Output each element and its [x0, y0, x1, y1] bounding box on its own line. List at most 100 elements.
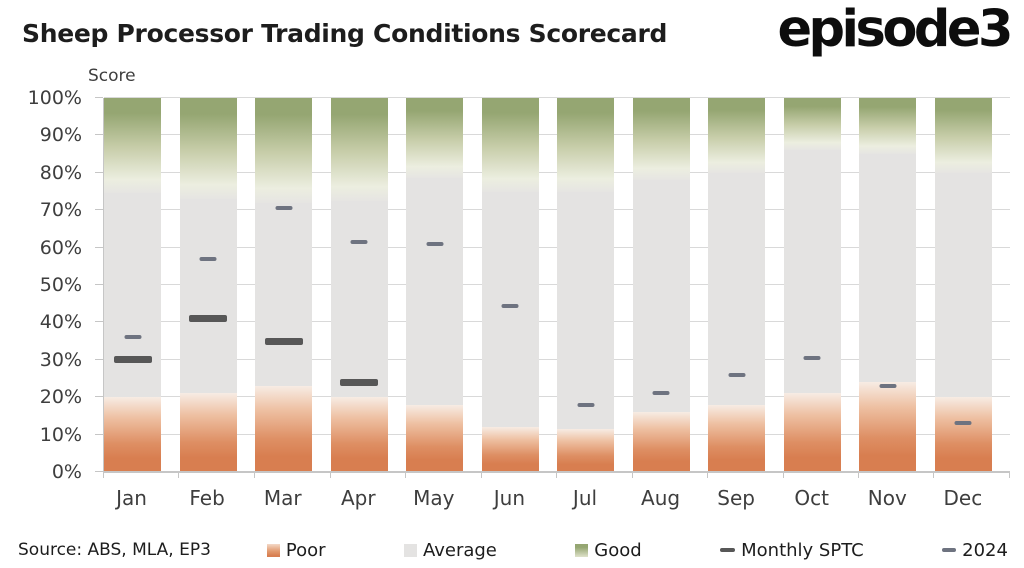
legend-label: Average: [422, 539, 497, 561]
y-axis-label: 70%: [39, 199, 82, 222]
y-axis-label: 40%: [39, 311, 82, 334]
bar-segment-poor: [481, 427, 539, 472]
x-axis-tick: [782, 472, 784, 478]
y-axis-label: 60%: [39, 236, 82, 259]
legend-swatch-good: [575, 543, 589, 557]
x-axis-label-wrap: May: [405, 486, 481, 510]
y-axis-label: 0%: [51, 461, 82, 483]
x-axis-tick: [706, 472, 708, 478]
y-axis-tick: [95, 171, 103, 173]
marker-2024-sep: [728, 372, 745, 377]
page-title: Sheep Processor Trading Conditions Score…: [22, 19, 668, 48]
x-axis-tick: [1009, 472, 1010, 478]
bar-segment-poor: [859, 382, 916, 472]
bar-jan: [104, 98, 161, 472]
bar-jun: [481, 98, 539, 472]
x-axis-label-wrap: Sep: [708, 486, 784, 510]
bar-segment-poor: [557, 429, 614, 472]
x-axis-tick: [480, 472, 482, 478]
bar-cell-nov: [859, 98, 935, 472]
footer: Source: ABS, MLA, EP3 Poor Average Good Mon…: [18, 537, 1008, 563]
bar-cell-may: [406, 98, 482, 472]
bar-cell-apr: [330, 98, 407, 472]
bar-segment-poor: [179, 393, 237, 472]
x-axis-tick: [404, 472, 406, 478]
bar-segment-poor: [783, 393, 841, 472]
bar-segment-average: [783, 150, 841, 394]
bar-cell-jun: [481, 98, 558, 472]
y-axis-label: 90%: [39, 124, 82, 147]
bar-segment-average: [481, 191, 539, 428]
legend-label: 2024: [962, 539, 1008, 561]
legend-item-poor: Poor: [266, 539, 326, 561]
bar-may: [406, 98, 463, 472]
y-axis-tick: [95, 209, 103, 211]
y-axis-label: 100%: [27, 87, 82, 109]
x-axis-label-wrap: Nov: [859, 486, 935, 510]
bar-dec: [934, 98, 992, 472]
bar-segment-average: [859, 154, 916, 383]
y-axis-label: 80%: [39, 161, 82, 184]
bar-sep: [708, 98, 765, 472]
x-axis-label-may: May: [413, 486, 455, 510]
x-axis-label-wrap: Oct: [783, 486, 859, 510]
bar-segment-good: [255, 98, 312, 203]
bar-segment-good: [859, 98, 916, 155]
bar-cell-oct: [783, 98, 860, 472]
x-axis-tick: [858, 472, 859, 478]
bar-segment-good: [330, 98, 388, 201]
bar-segment-good: [179, 98, 237, 199]
x-axis-label-jan: Jan: [116, 486, 147, 510]
bar-segment-poor: [632, 412, 690, 472]
bar-cell-aug: [632, 98, 709, 472]
x-axis-tick: [253, 472, 255, 478]
legend-label: Monthly SPTC: [741, 539, 864, 561]
bar-feb: [179, 98, 237, 472]
brand-logo: episode3: [777, 0, 1013, 59]
x-axis-label-feb: Feb: [189, 486, 225, 510]
bar-segment-average: [179, 199, 237, 394]
x-axis-tick: [329, 472, 331, 478]
bar-cell-mar: [255, 98, 331, 472]
bar-segment-good: [557, 98, 614, 192]
bar-jul: [557, 98, 614, 472]
y-axis-label: 50%: [39, 274, 82, 296]
marker-2024-aug: [652, 391, 670, 396]
marker-2024-oct: [803, 355, 821, 360]
plot-area: [95, 97, 1010, 478]
bar-segment-average: [632, 180, 690, 413]
legend-swatch-average: [403, 543, 417, 557]
y-axis-tick: [95, 284, 103, 285]
bar-aug: [632, 98, 690, 472]
y-axis-label: 10%: [39, 423, 82, 446]
y-axis-tick: [95, 396, 103, 398]
y-axis-tick: [95, 246, 103, 248]
x-axis-label-wrap: Feb: [179, 486, 255, 510]
x-axis-tick: [103, 472, 104, 478]
y-axis-tick: [95, 97, 103, 98]
bar-segment-average: [557, 191, 614, 429]
legend-label: Good: [594, 539, 642, 561]
x-axis-label-aug: Aug: [641, 486, 681, 510]
y-axis-tick: [95, 433, 103, 435]
bar-segment-average: [104, 193, 161, 398]
x-axis-label-oct: Oct: [794, 486, 830, 510]
bar-segment-average: [406, 178, 463, 405]
legend-item-2024: 2024: [942, 540, 1008, 561]
bar-segment-poor: [934, 397, 992, 472]
y-axis-tick: [95, 134, 103, 136]
bar-segment-poor: [255, 385, 312, 472]
legend-label: Poor: [285, 539, 326, 561]
x-axis-label-wrap: Jan: [103, 486, 179, 510]
bar-cell-sep: [708, 98, 784, 472]
x-axis-label-wrap: Jul: [556, 486, 632, 510]
marker-monthly-sptc-jan: [113, 356, 152, 364]
bar-segment-average: [934, 172, 992, 398]
y-axis-tick: [95, 358, 103, 360]
gridline: [104, 97, 1010, 98]
legend: Poor Average Good Monthly SPTC 2024: [266, 539, 1008, 561]
marker-monthly-sptc-mar: [264, 337, 303, 345]
bar-mar: [255, 98, 312, 472]
bar-segment-good: [406, 98, 463, 179]
